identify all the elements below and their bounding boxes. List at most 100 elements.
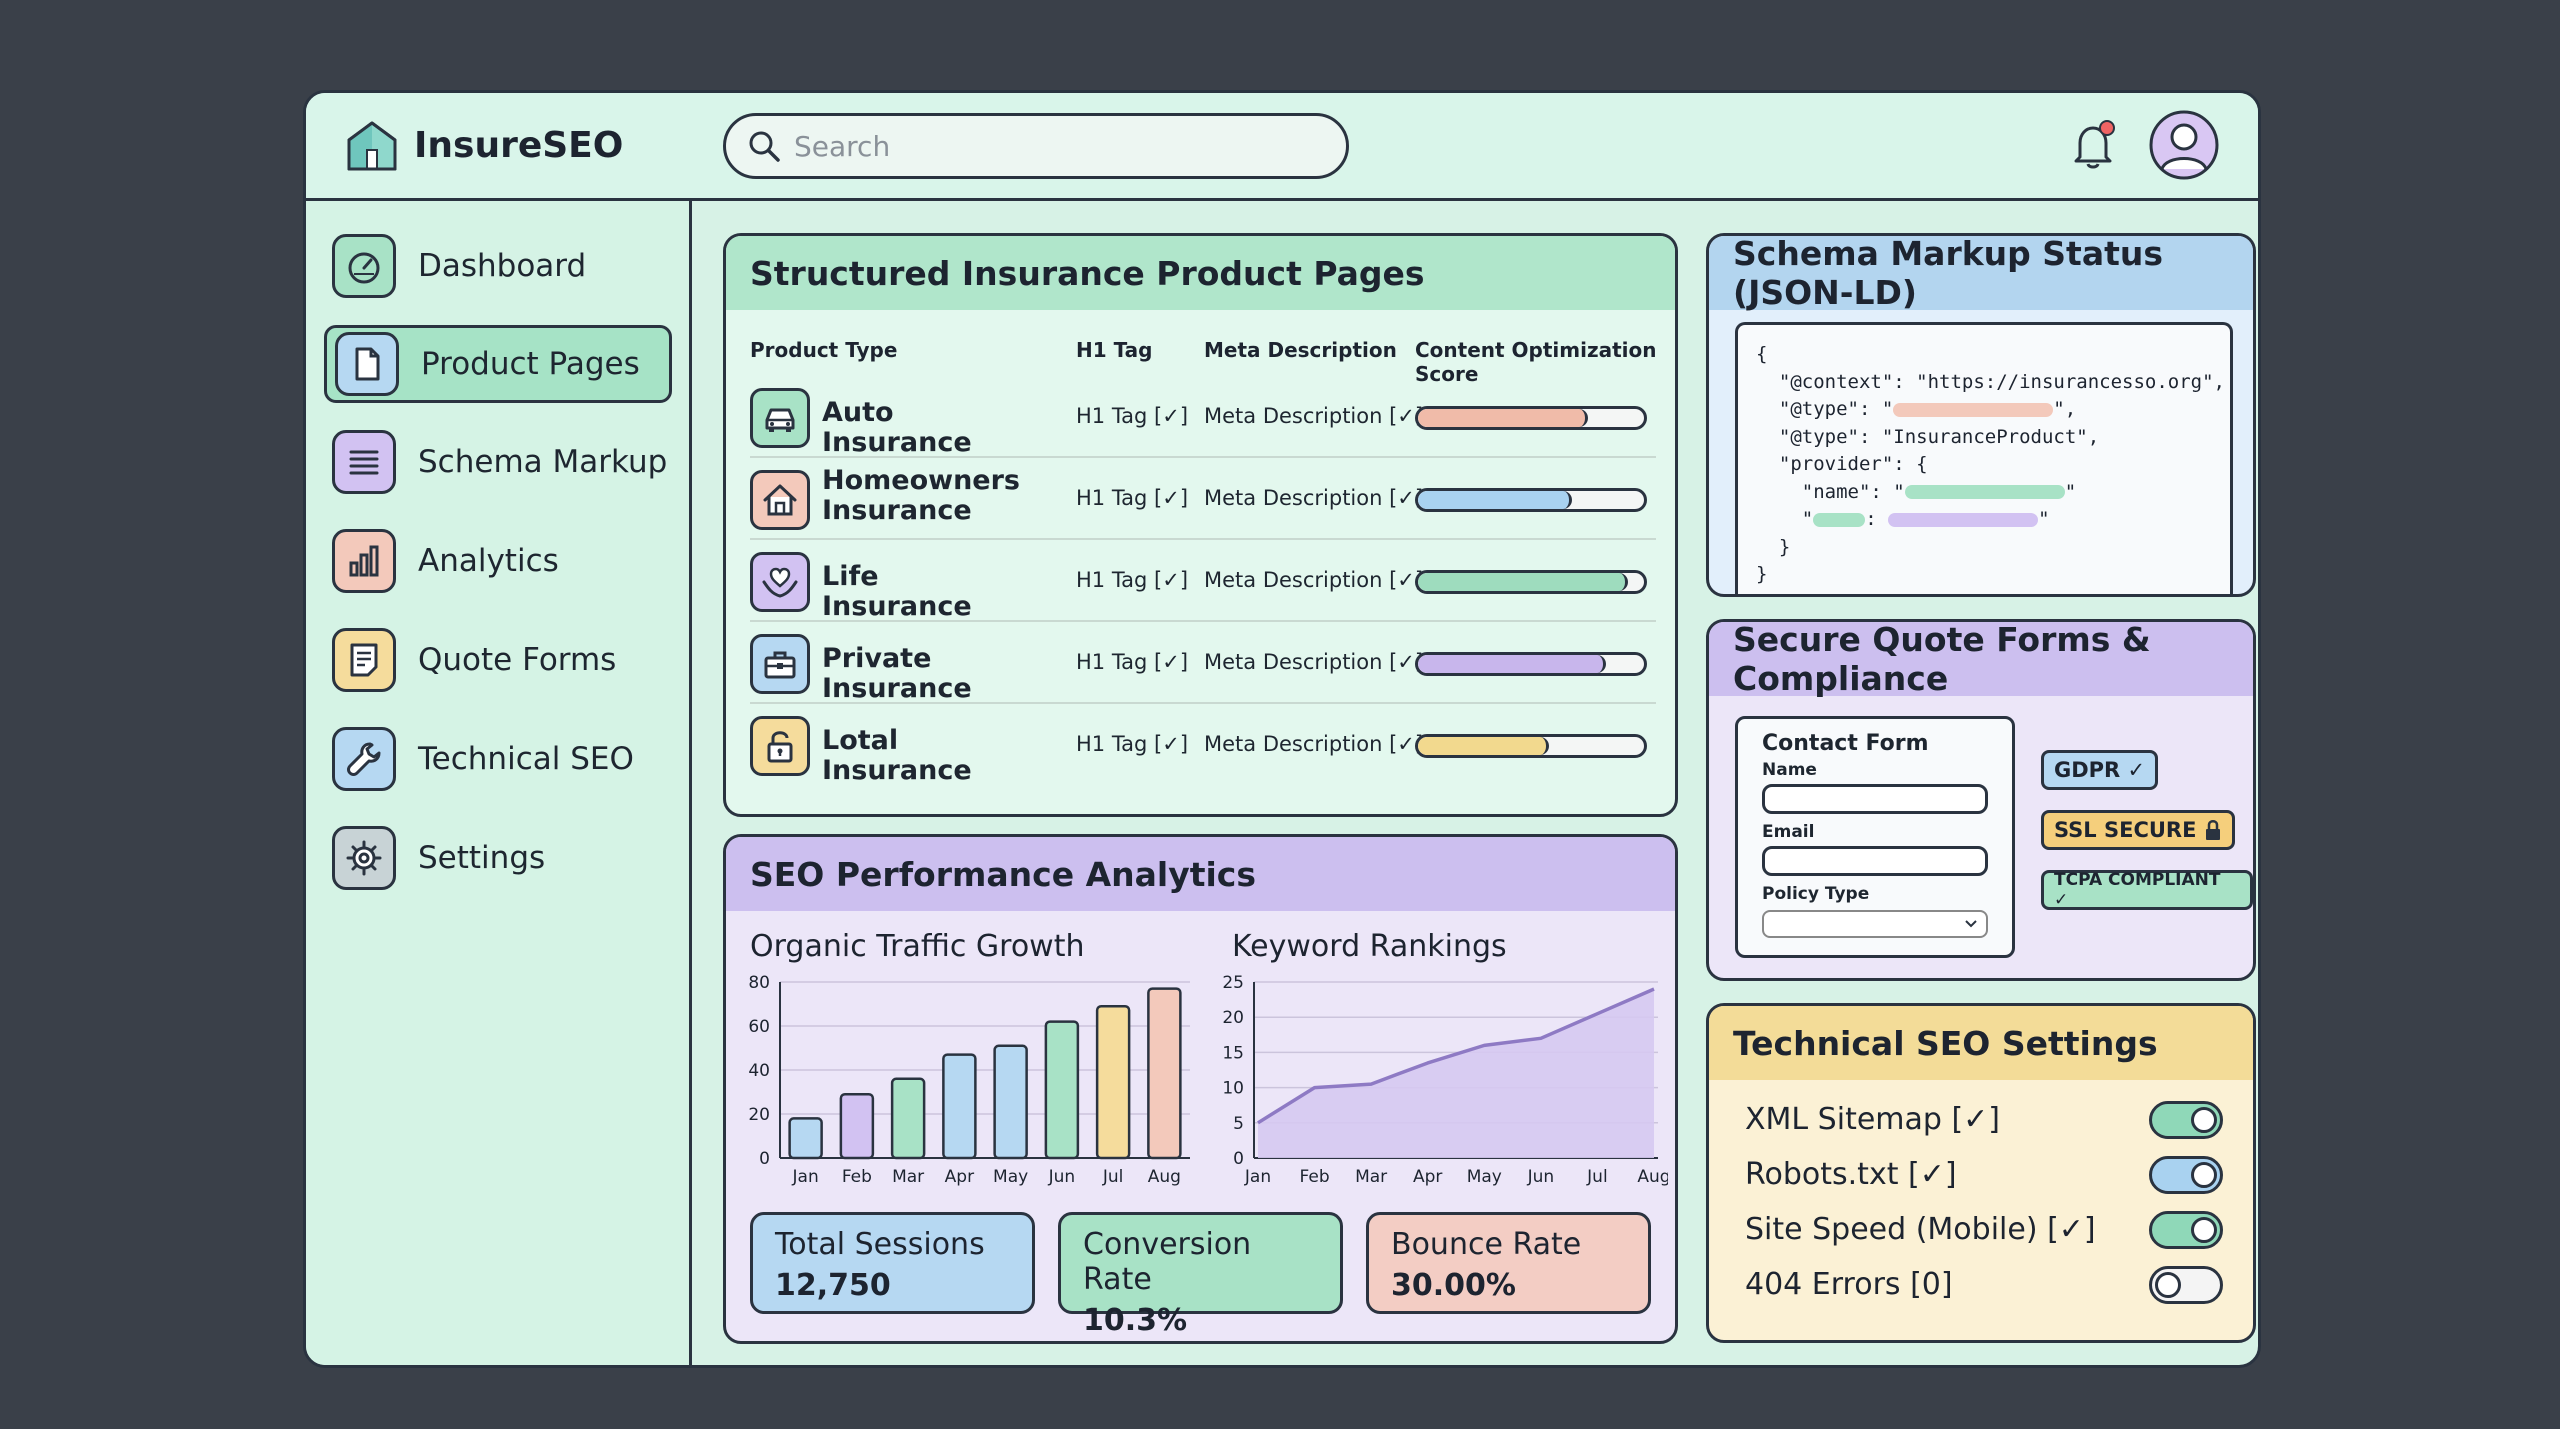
x-tick-label: May	[1467, 1167, 1502, 1187]
gdpr-badge: GDPR ✓	[2041, 750, 2159, 790]
search-bar[interactable]	[723, 113, 1349, 179]
code-line: "provider": {	[1756, 453, 1928, 475]
sidebar-item-schema-markup[interactable]: Schema Markup	[324, 423, 672, 501]
score-bar-fill	[1418, 655, 1606, 673]
chart-title: Keyword Rankings	[1232, 929, 1507, 964]
policy-type-select[interactable]	[1762, 910, 1988, 938]
y-tick-label: 25	[1222, 973, 1244, 993]
table-row[interactable]: Life Insurance H1 Tag [✓] Meta Descripti…	[750, 540, 1656, 622]
x-tick-label: Apr	[1413, 1167, 1442, 1187]
user-avatar-icon[interactable]	[2148, 109, 2220, 181]
bounce-rate-stat: Bounce Rate 30.00%	[1366, 1212, 1651, 1314]
column-header: Meta Description	[1204, 338, 1397, 362]
heart-hands-icon	[750, 552, 810, 612]
wrench-icon	[332, 727, 396, 791]
bar-feb	[839, 1092, 875, 1160]
document-icon	[335, 332, 399, 396]
sidebar-item-analytics[interactable]: Analytics	[324, 522, 672, 600]
sidebar-item-label: Analytics	[418, 543, 559, 579]
code-line: ",	[2053, 398, 2077, 420]
table-row[interactable]: Auto Insurance H1 Tag [✓] Meta Descripti…	[750, 376, 1656, 458]
table-row[interactable]: Lotal Insurance H1 Tag [✓] Meta Descript…	[750, 704, 1656, 786]
ssl-badge: SSL SECURE	[2041, 810, 2236, 850]
x-tick-label: Jan	[1244, 1167, 1271, 1187]
car-icon	[750, 388, 810, 448]
sidebar-item-quote-forms[interactable]: Quote Forms	[324, 621, 672, 699]
stat-label: Total Sessions	[775, 1227, 985, 1262]
x-tick-label: Jul	[1586, 1167, 1608, 1187]
x-tick-label: Jun	[1048, 1167, 1076, 1187]
stat-value: 12,750	[775, 1268, 891, 1303]
bar-apr	[942, 1053, 977, 1160]
product-name[interactable]: Lotal Insurance	[822, 725, 972, 786]
gear-icon	[332, 826, 396, 890]
technical-seo-card: Technical SEO Settings XML Sitemap [✓] R…	[1706, 1003, 2256, 1343]
card-title: SEO Performance Analytics	[726, 837, 1675, 911]
toggle-knob	[2191, 1217, 2217, 1243]
sidebar-item-label: Technical SEO	[418, 741, 634, 777]
code-line: }	[1756, 535, 1791, 558]
y-tick-label: 0	[1233, 1149, 1244, 1169]
y-tick-label: 10	[1222, 1079, 1244, 1099]
product-name[interactable]: Private Insurance	[822, 643, 972, 704]
briefcase-icon	[750, 634, 810, 694]
contact-form: Contact Form Name Email Policy Type	[1735, 716, 2015, 958]
h1-status: H1 Tag [✓]	[1076, 568, 1189, 592]
sidebar-item-settings[interactable]: Settings	[324, 819, 672, 897]
search-input[interactable]	[794, 129, 1314, 163]
toggle-knob	[2155, 1272, 2181, 1298]
bar-jan	[788, 1117, 823, 1160]
score-bar	[1415, 652, 1647, 676]
sidebar-item-label: Dashboard	[418, 248, 587, 284]
name-field[interactable]	[1762, 784, 1988, 814]
brand[interactable]: InsureSEO	[346, 120, 706, 172]
sidebar-item-technical-seo[interactable]: Technical SEO	[324, 720, 672, 798]
score-bar-fill	[1418, 737, 1550, 755]
product-name[interactable]: Homeowners Insurance	[822, 465, 1021, 526]
x-tick-label: Feb	[1300, 1167, 1330, 1187]
column-header: Content Optimization Score	[1415, 338, 1657, 386]
setting-label: XML Sitemap [✓]	[1745, 1101, 2001, 1137]
product-name[interactable]: Auto Insurance	[822, 397, 972, 458]
x-tick-label: Jan	[792, 1167, 819, 1187]
toggle-knob	[2191, 1162, 2217, 1188]
form-title: Contact Form	[1762, 731, 1929, 756]
sidebar: Dashboard Product Pages Schema Markup An…	[306, 201, 692, 1365]
email-field[interactable]	[1762, 846, 1988, 876]
code-line: "	[1756, 508, 1814, 530]
conversion-rate-stat: Conversion Rate 10.3%	[1058, 1212, 1343, 1338]
product-name[interactable]: Life Insurance	[822, 561, 972, 622]
sidebar-item-label: Settings	[418, 840, 546, 876]
bar-jun	[1044, 1020, 1080, 1160]
score-bar	[1415, 488, 1647, 512]
meta-status: Meta Description [✓]	[1204, 568, 1424, 592]
form-icon	[332, 628, 396, 692]
padlock-icon	[2206, 820, 2221, 840]
y-tick-label: 0	[759, 1149, 770, 1169]
xml-sitemap-toggle[interactable]	[2149, 1101, 2223, 1139]
top-bar: InsureSEO	[306, 93, 2258, 201]
robots-toggle[interactable]	[2149, 1156, 2223, 1194]
404-errors-toggle[interactable]	[2149, 1266, 2223, 1304]
setting-label: 404 Errors [0]	[1745, 1266, 1953, 1302]
site-speed-toggle[interactable]	[2149, 1211, 2223, 1249]
meta-status: Meta Description [✓]	[1204, 650, 1424, 674]
x-tick-label: May	[993, 1167, 1028, 1187]
stat-label: Conversion Rate	[1083, 1227, 1252, 1297]
score-bar	[1415, 570, 1647, 594]
stat-value: 30.00%	[1391, 1268, 1516, 1303]
x-tick-label: Aug	[1637, 1167, 1668, 1187]
sidebar-item-product-pages[interactable]: Product Pages	[324, 325, 672, 403]
json-ld-code: { "@context": "https://insurancesso.org"…	[1735, 322, 2233, 594]
series-line	[1257, 987, 1655, 1125]
sidebar-item-label: Schema Markup	[418, 444, 668, 480]
table-row[interactable]: Private Insurance H1 Tag [✓] Meta Descri…	[750, 622, 1656, 704]
code-line: "@context": "https://insurancesso.org",	[1756, 370, 2225, 393]
notification-bell-icon[interactable]	[2066, 117, 2122, 173]
card-title: Technical SEO Settings	[1709, 1006, 2253, 1080]
table-row[interactable]: Homeowners Insurance H1 Tag [✓] Meta Des…	[750, 458, 1656, 540]
redacted-key	[1813, 512, 1866, 527]
h1-status: H1 Tag [✓]	[1076, 404, 1189, 428]
product-pages-card: Structured Insurance Product Pages Produ…	[723, 233, 1678, 817]
sidebar-item-dashboard[interactable]: Dashboard	[324, 227, 672, 305]
